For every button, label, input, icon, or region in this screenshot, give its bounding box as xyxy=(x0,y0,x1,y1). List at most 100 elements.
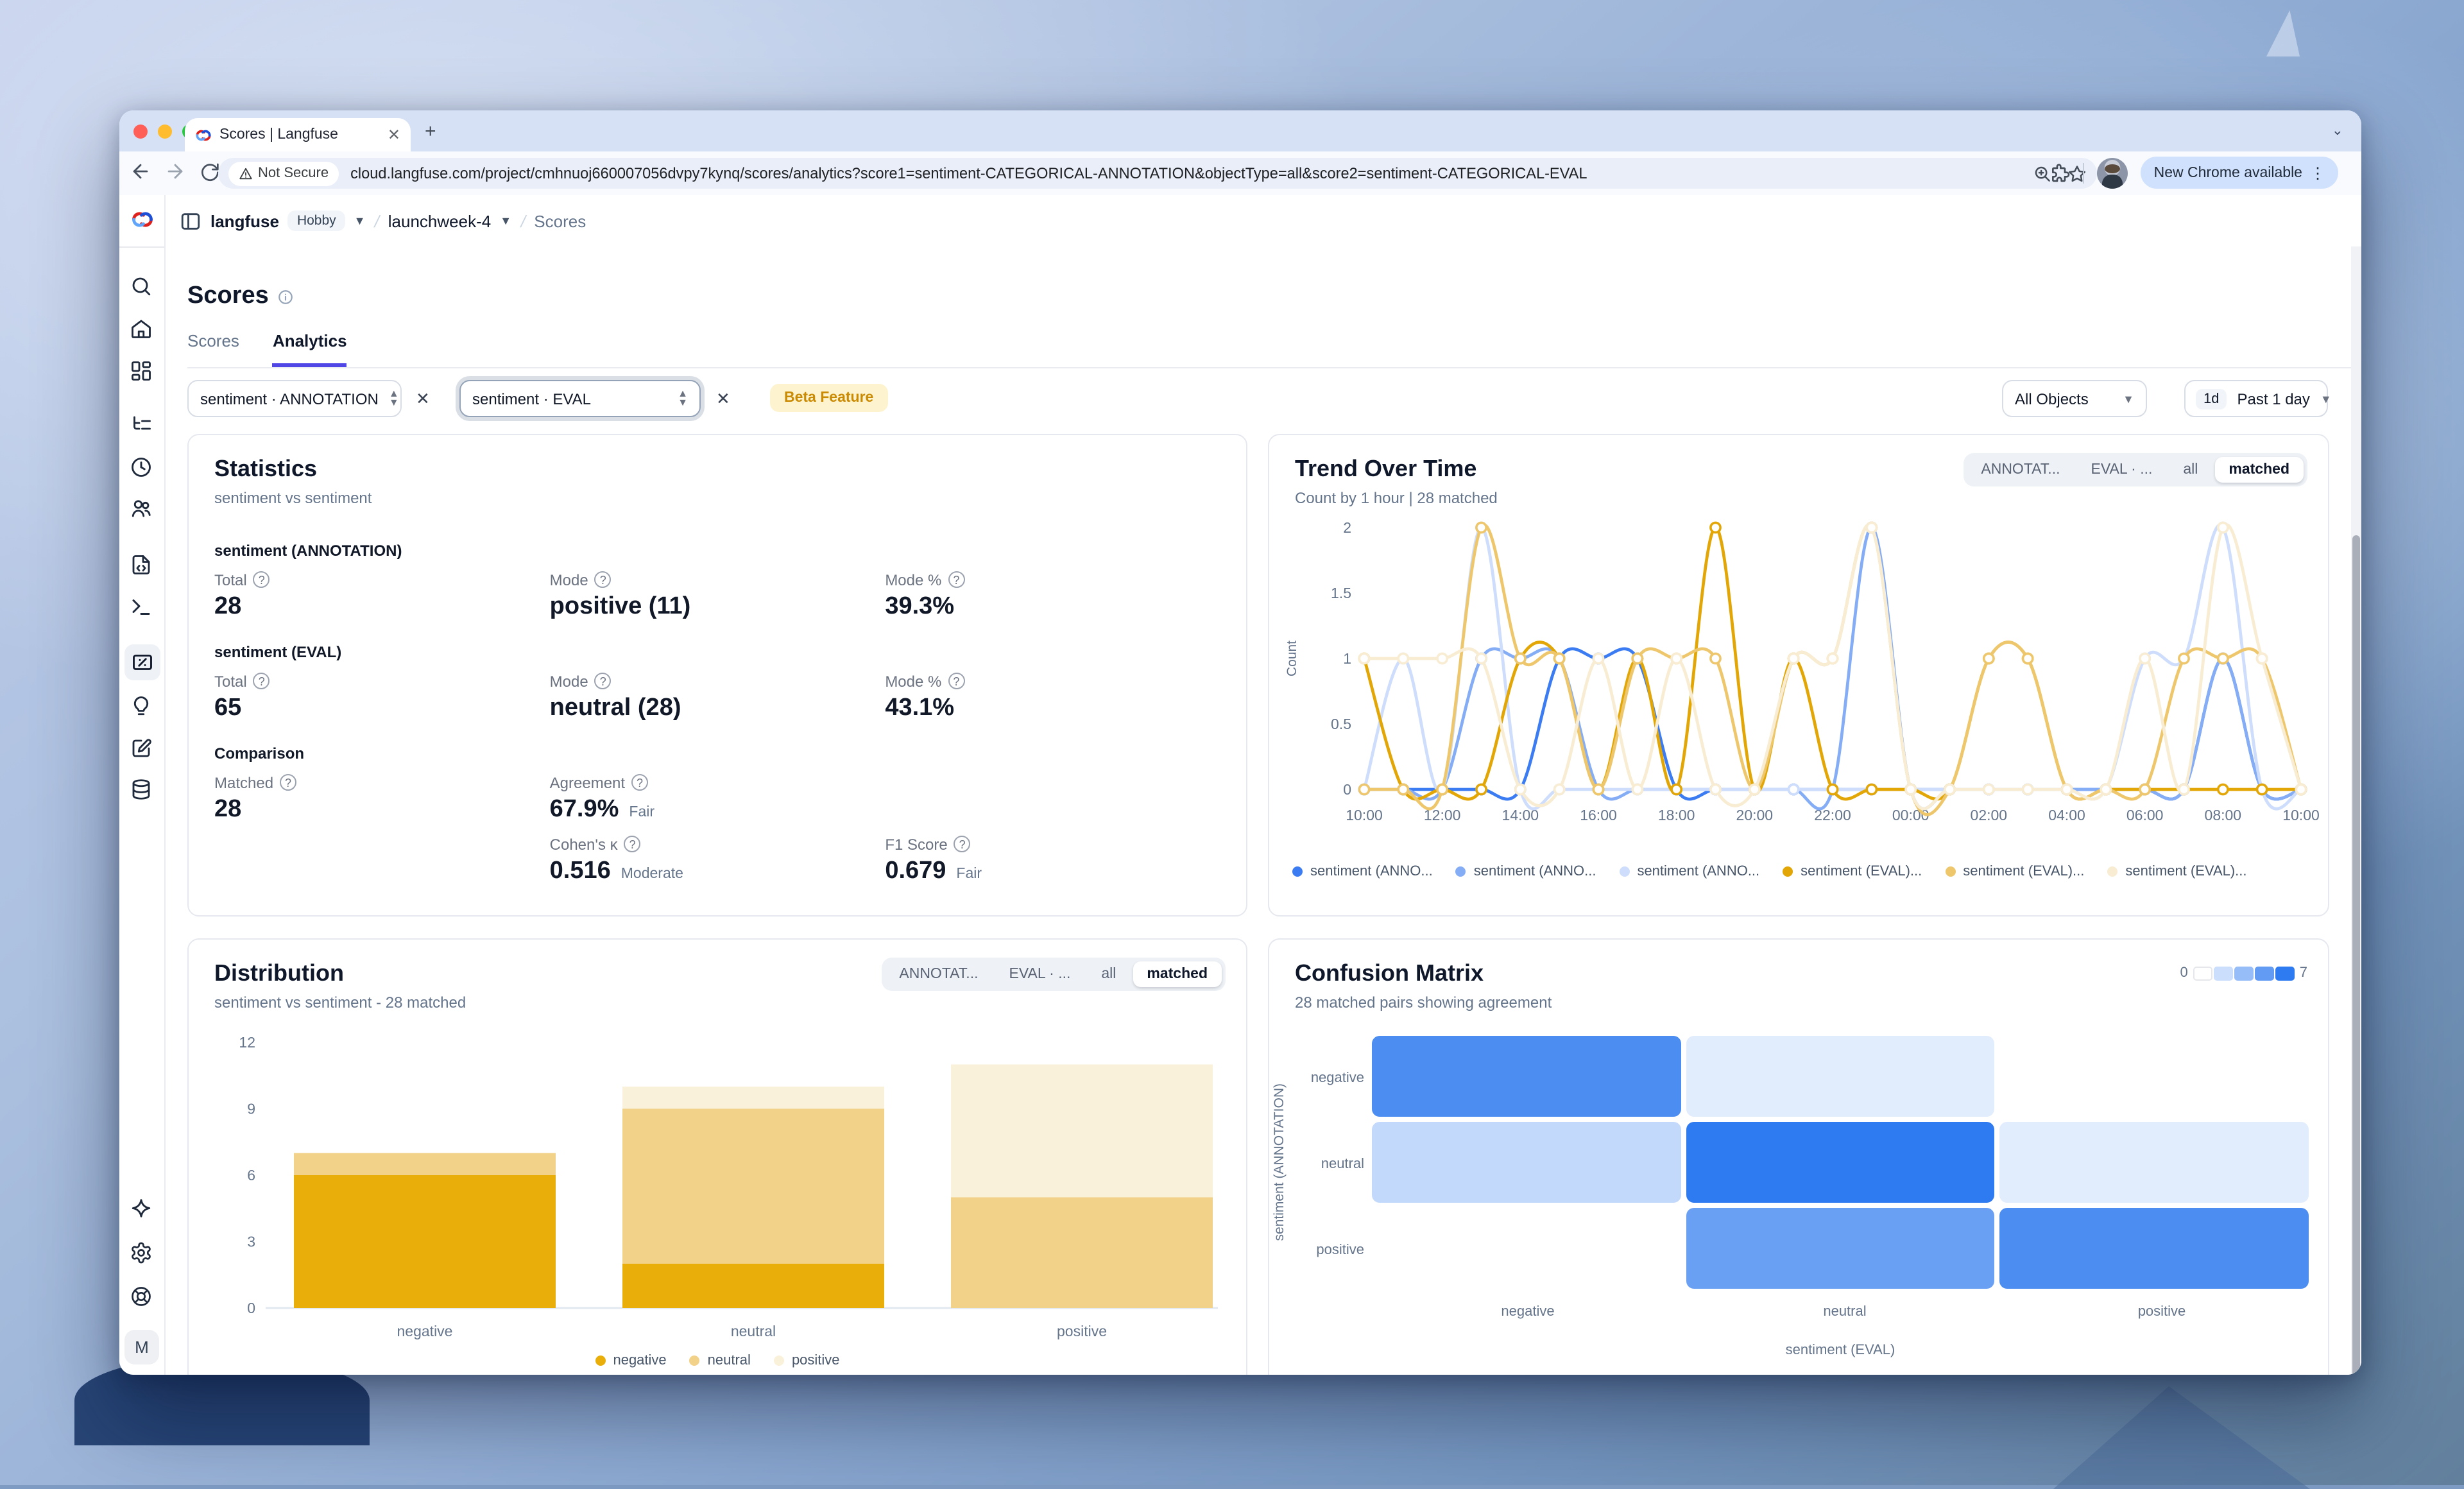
sidebar-item-tracing[interactable] xyxy=(130,413,155,439)
data-point-marker xyxy=(2021,652,2034,665)
help-icon[interactable]: ? xyxy=(948,571,965,588)
help-icon[interactable]: ? xyxy=(631,774,649,791)
browser-menu-icon[interactable]: ⋮ xyxy=(2310,164,2325,182)
trend-subtitle: Count by 1 hour | 28 matched xyxy=(1295,489,1498,507)
tab-close-icon[interactable]: ✕ xyxy=(387,126,400,144)
sidebar-item-prompts[interactable] xyxy=(130,553,155,579)
score1-select[interactable]: sentiment · ANNOTATION ▲ ▼ xyxy=(187,380,402,417)
help-icon[interactable]: ? xyxy=(594,673,612,689)
data-point-marker xyxy=(1670,652,1683,665)
chrome-update-button[interactable]: New Chrome available ⋮ xyxy=(2141,157,2338,189)
org-name[interactable]: langfuse xyxy=(210,211,279,230)
page-scrollbar[interactable] xyxy=(2351,246,2361,1375)
data-point-marker xyxy=(1592,783,1605,796)
sidebar-item-support[interactable] xyxy=(130,1285,155,1311)
tab-analytics[interactable]: Analytics xyxy=(272,331,347,367)
sidebar-item-evaluation[interactable] xyxy=(130,694,155,720)
browser-profile-avatar[interactable] xyxy=(2097,157,2128,188)
sidebar-item-ask-ai[interactable] xyxy=(130,1198,155,1223)
sidebar-item-sessions[interactable] xyxy=(130,456,155,481)
updown-chevron-icon: ▲ ▼ xyxy=(678,388,688,408)
data-point-marker xyxy=(1475,783,1487,796)
tab-scores[interactable]: Scores xyxy=(187,331,239,350)
svg-text:0.5: 0.5 xyxy=(1331,716,1351,732)
sidebar-item-search[interactable] xyxy=(130,275,155,300)
help-icon[interactable]: ? xyxy=(253,571,270,588)
confusion-matrix-panel: Confusion Matrix 28 matched pairs showin… xyxy=(1268,938,2329,1375)
toggle-option[interactable]: matched xyxy=(2214,457,2304,483)
scale-swatch xyxy=(2213,966,2233,980)
metric xyxy=(214,834,550,886)
reload-button[interactable] xyxy=(199,161,219,182)
toggle-option[interactable]: matched xyxy=(1133,961,1222,987)
metric: Mode %? 43.1% xyxy=(885,671,1220,723)
scale-swatch xyxy=(2275,966,2295,980)
matrix-col-label: negative xyxy=(1501,1304,1555,1320)
beta-feature-badge: Beta Feature xyxy=(770,384,888,412)
data-point-marker xyxy=(1397,783,1410,796)
toggle-option[interactable]: all xyxy=(2183,462,2198,478)
langfuse-logo-icon[interactable] xyxy=(131,208,154,231)
help-icon[interactable]: ? xyxy=(948,673,965,689)
matrix-cell xyxy=(1372,1208,1681,1289)
help-icon[interactable]: ? xyxy=(624,836,641,852)
back-button[interactable] xyxy=(130,160,151,182)
remove-score1-button[interactable]: ✕ xyxy=(416,389,430,408)
sidebar-toggle-icon[interactable] xyxy=(180,210,201,232)
toggle-option[interactable]: all xyxy=(1101,967,1116,982)
scrollbar-thumb[interactable] xyxy=(2352,535,2360,1375)
heatmap-scale-legend: 0 7 xyxy=(2180,965,2308,981)
browser-window: Scores | Langfuse ✕ + ⌄ Not Secure cloud… xyxy=(119,110,2361,1375)
minimize-window-button[interactable] xyxy=(158,125,172,139)
bookmark-star-icon[interactable] xyxy=(2067,164,2087,183)
forward-button[interactable] xyxy=(164,160,186,182)
new-tab-button[interactable]: + xyxy=(425,121,436,142)
metric: Total? 28 xyxy=(214,570,550,621)
close-window-button[interactable] xyxy=(133,125,148,139)
data-point-marker xyxy=(1982,783,1995,796)
svg-text:10:00: 10:00 xyxy=(1346,807,1383,823)
user-avatar[interactable]: M xyxy=(124,1330,159,1364)
org-switcher-chevron-icon[interactable]: ▼ xyxy=(354,214,366,227)
matrix-cell xyxy=(1686,1036,1995,1117)
sidebar-item-home[interactable] xyxy=(130,317,155,343)
tab-search-chevron-icon[interactable]: ⌄ xyxy=(2331,123,2343,139)
zoom-page-icon[interactable] xyxy=(2033,164,2052,183)
toggle-option[interactable]: EVAL · ... xyxy=(1009,967,1071,982)
help-icon[interactable]: ? xyxy=(280,774,297,791)
sidebar-item-settings[interactable] xyxy=(130,1241,155,1267)
svg-text:9: 9 xyxy=(247,1101,255,1117)
project-name[interactable]: launchweek-4 xyxy=(388,211,492,230)
svg-text:3: 3 xyxy=(247,1234,255,1250)
sidebar-item-datasets[interactable] xyxy=(130,778,155,804)
project-switcher-chevron-icon[interactable]: ▼ xyxy=(500,214,512,227)
help-icon[interactable]: ? xyxy=(954,836,971,852)
object-type-select[interactable]: All Objects ▼ xyxy=(2002,380,2147,417)
sidebar-item-users[interactable] xyxy=(130,497,155,522)
toggle-option[interactable]: EVAL · ... xyxy=(2091,462,2153,478)
trend-title: Trend Over Time xyxy=(1295,456,1477,481)
data-point-marker xyxy=(1553,652,1566,665)
sidebar-item-scores[interactable] xyxy=(124,644,160,680)
help-icon[interactable]: ? xyxy=(253,673,270,689)
address-bar[interactable]: Not Secure cloud.langfuse.com/project/cm… xyxy=(218,158,2097,189)
info-icon[interactable] xyxy=(278,288,295,305)
matrix-row-label: positive xyxy=(1316,1243,1364,1258)
sidebar-item-playground[interactable] xyxy=(130,596,155,621)
data-point-marker xyxy=(2021,783,2034,796)
remove-score2-button[interactable]: ✕ xyxy=(716,389,730,408)
svg-text:positive: positive xyxy=(1057,1323,1107,1339)
score2-select[interactable]: sentiment · EVAL ▲ ▼ xyxy=(459,380,701,417)
site-security-chip[interactable]: Not Secure xyxy=(228,161,339,185)
help-icon[interactable]: ? xyxy=(594,571,612,588)
sidebar-item-annotation-queues[interactable] xyxy=(130,737,155,762)
sidebar-item-dashboards[interactable] xyxy=(130,359,155,385)
browser-tab[interactable]: Scores | Langfuse ✕ xyxy=(185,118,411,151)
svg-text:1: 1 xyxy=(1343,650,1351,667)
page-tabs: Scores Analytics xyxy=(187,331,2351,368)
extensions-puzzle-icon[interactable] xyxy=(2050,162,2071,183)
svg-text:12: 12 xyxy=(239,1034,255,1051)
date-range-select[interactable]: 1d Past 1 day ▼ xyxy=(2184,380,2332,417)
toggle-option[interactable]: ANNOTAT... xyxy=(899,967,979,982)
toggle-option[interactable]: ANNOTAT... xyxy=(1981,462,2060,478)
